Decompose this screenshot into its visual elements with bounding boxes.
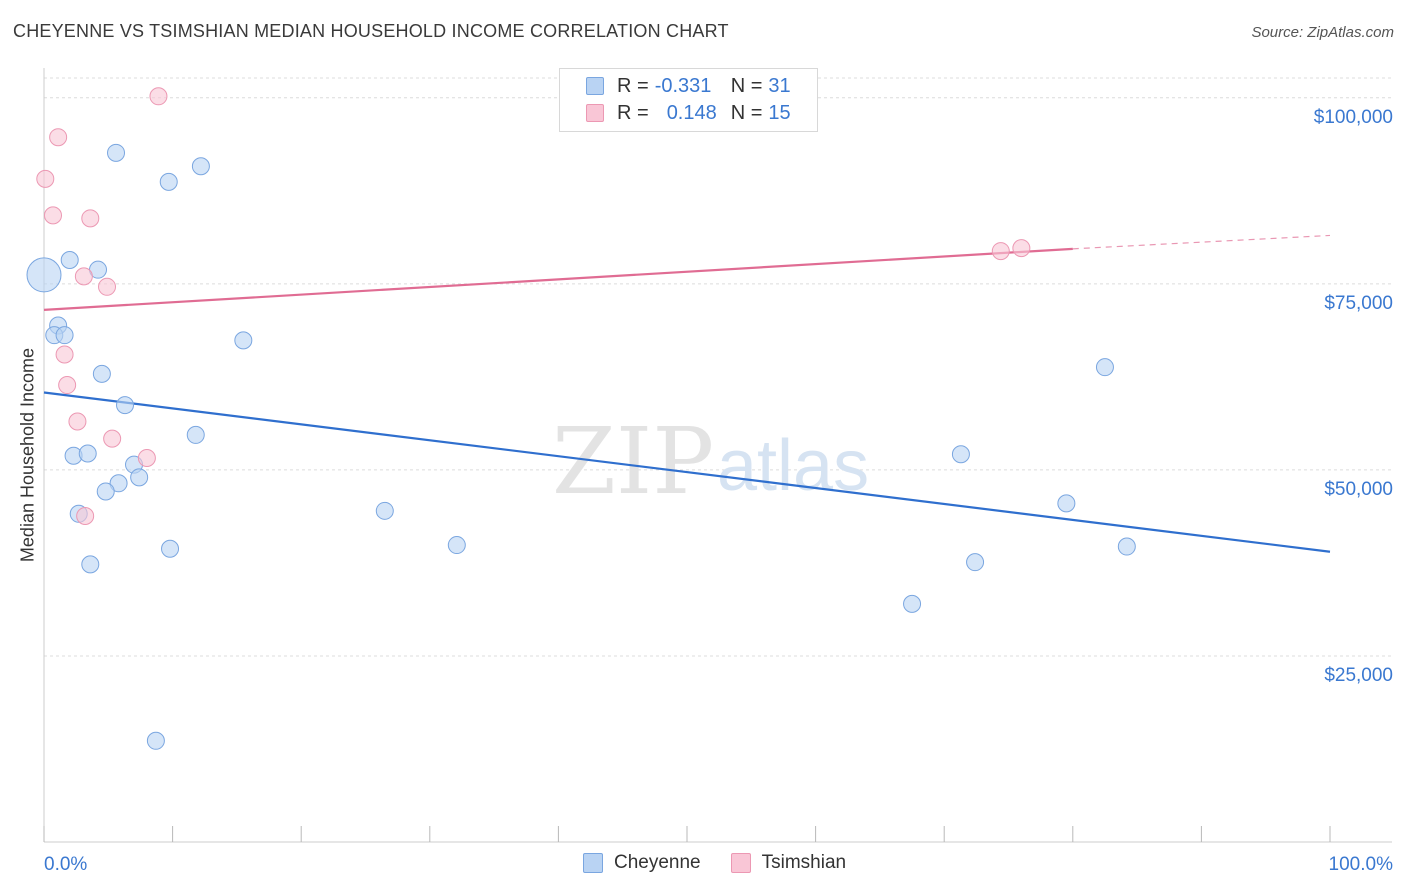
legend-label-tsimshian: Tsimshian	[761, 852, 847, 873]
watermark-atlas: atlas	[717, 426, 869, 506]
cheyenne-r-value: -0.331	[654, 74, 712, 97]
tsimshian-point	[74, 267, 93, 286]
r-label: R =	[617, 101, 649, 124]
legend-label-cheyenne: Cheyenne	[614, 852, 701, 873]
cheyenne-swatch	[586, 77, 604, 95]
tsimshian-point	[36, 169, 55, 188]
cheyenne-point	[107, 143, 126, 162]
chart-title: CHEYENNE VS TSIMSHIAN MEDIAN HOUSEHOLD I…	[13, 21, 729, 41]
tsimshian-trend-line	[43, 247, 1073, 311]
cheyenne-point	[60, 251, 79, 270]
tsimshian-point	[149, 87, 168, 106]
cheyenne-point	[26, 257, 62, 293]
cheyenne-point	[903, 594, 922, 613]
legend-row-cheyenne: R = -0.331 N = 31	[586, 74, 791, 98]
y-tick-label: $25,000	[1324, 665, 1393, 686]
series-legend: Cheyenne Tsimshian	[583, 852, 876, 874]
tsimshian-point	[58, 376, 77, 395]
y-axis-title: Median Household Income	[17, 347, 38, 563]
cheyenne-point	[186, 425, 205, 444]
cheyenne-point	[161, 539, 180, 558]
x-tick-label-max: 100.0%	[1329, 854, 1394, 875]
cheyenne-point	[55, 326, 74, 345]
correlation-legend: R = -0.331 N = 31 R = 0.148 N = 15	[559, 68, 818, 132]
tsimshian-point	[44, 206, 63, 225]
cheyenne-swatch	[583, 853, 603, 873]
r-label: R =	[617, 74, 649, 97]
tsimshian-point	[98, 277, 117, 296]
cheyenne-point	[966, 553, 985, 572]
cheyenne-point	[81, 555, 100, 574]
tsimshian-r-value: 0.148	[666, 101, 717, 124]
trend-layer	[43, 234, 1331, 553]
cheyenne-point	[159, 172, 178, 191]
tsimshian-swatch	[730, 853, 751, 873]
y-tick-label: $50,000	[1324, 479, 1393, 500]
grid-layer	[44, 77, 1392, 657]
tsimshian-point	[55, 345, 74, 364]
cheyenne-point	[375, 501, 394, 520]
cheyenne-point	[951, 445, 970, 464]
cheyenne-point	[146, 731, 165, 750]
tsimshian-point	[137, 448, 156, 467]
legend-item-tsimshian[interactable]: Tsimshian	[730, 852, 847, 874]
cheyenne-point	[130, 468, 149, 487]
cheyenne-n-value: 31	[768, 74, 791, 97]
point-layer	[26, 87, 1136, 750]
cheyenne-point	[1117, 537, 1136, 556]
cheyenne-point	[116, 396, 135, 415]
n-label: N =	[730, 74, 763, 97]
tsimshian-point	[1012, 239, 1031, 258]
cheyenne-point	[191, 157, 210, 176]
y-tick-label: $100,000	[1314, 107, 1393, 128]
tsimshian-point	[991, 242, 1010, 261]
y-tick-label: $75,000	[1324, 293, 1393, 314]
cheyenne-point	[447, 536, 466, 555]
tsimshian-point	[49, 128, 68, 147]
source-note: Source: ZipAtlas.com	[1251, 24, 1394, 41]
tsimshian-point	[76, 507, 95, 526]
cheyenne-trend-line	[43, 391, 1331, 553]
watermark-layer: ZIP atlas	[552, 408, 869, 515]
cheyenne-point	[96, 482, 115, 501]
tsimshian-trend-extension	[1072, 234, 1331, 250]
axis-layer	[43, 68, 1392, 843]
watermark-zip: ZIP	[552, 408, 714, 515]
tsimshian-n-value: 15	[768, 101, 791, 124]
cheyenne-point	[92, 364, 111, 383]
tsimshian-point	[103, 429, 122, 448]
cheyenne-point	[234, 331, 253, 350]
cheyenne-point	[78, 444, 97, 463]
cheyenne-point	[109, 474, 128, 493]
legend-item-cheyenne[interactable]: Cheyenne	[583, 852, 701, 874]
tsimshian-swatch	[586, 104, 604, 122]
n-label: N =	[730, 101, 763, 124]
cheyenne-point	[1057, 494, 1076, 513]
tsimshian-point	[68, 412, 87, 431]
x-tick-label-min: 0.0%	[44, 854, 87, 875]
legend-row-tsimshian: R = 0.148 N = 15	[586, 101, 791, 125]
label-layer: $25,000 $50,000 $75,000 $100,000 0.0% 100.0%	[44, 107, 1393, 875]
cheyenne-point	[1095, 358, 1114, 377]
tsimshian-point	[81, 209, 100, 228]
